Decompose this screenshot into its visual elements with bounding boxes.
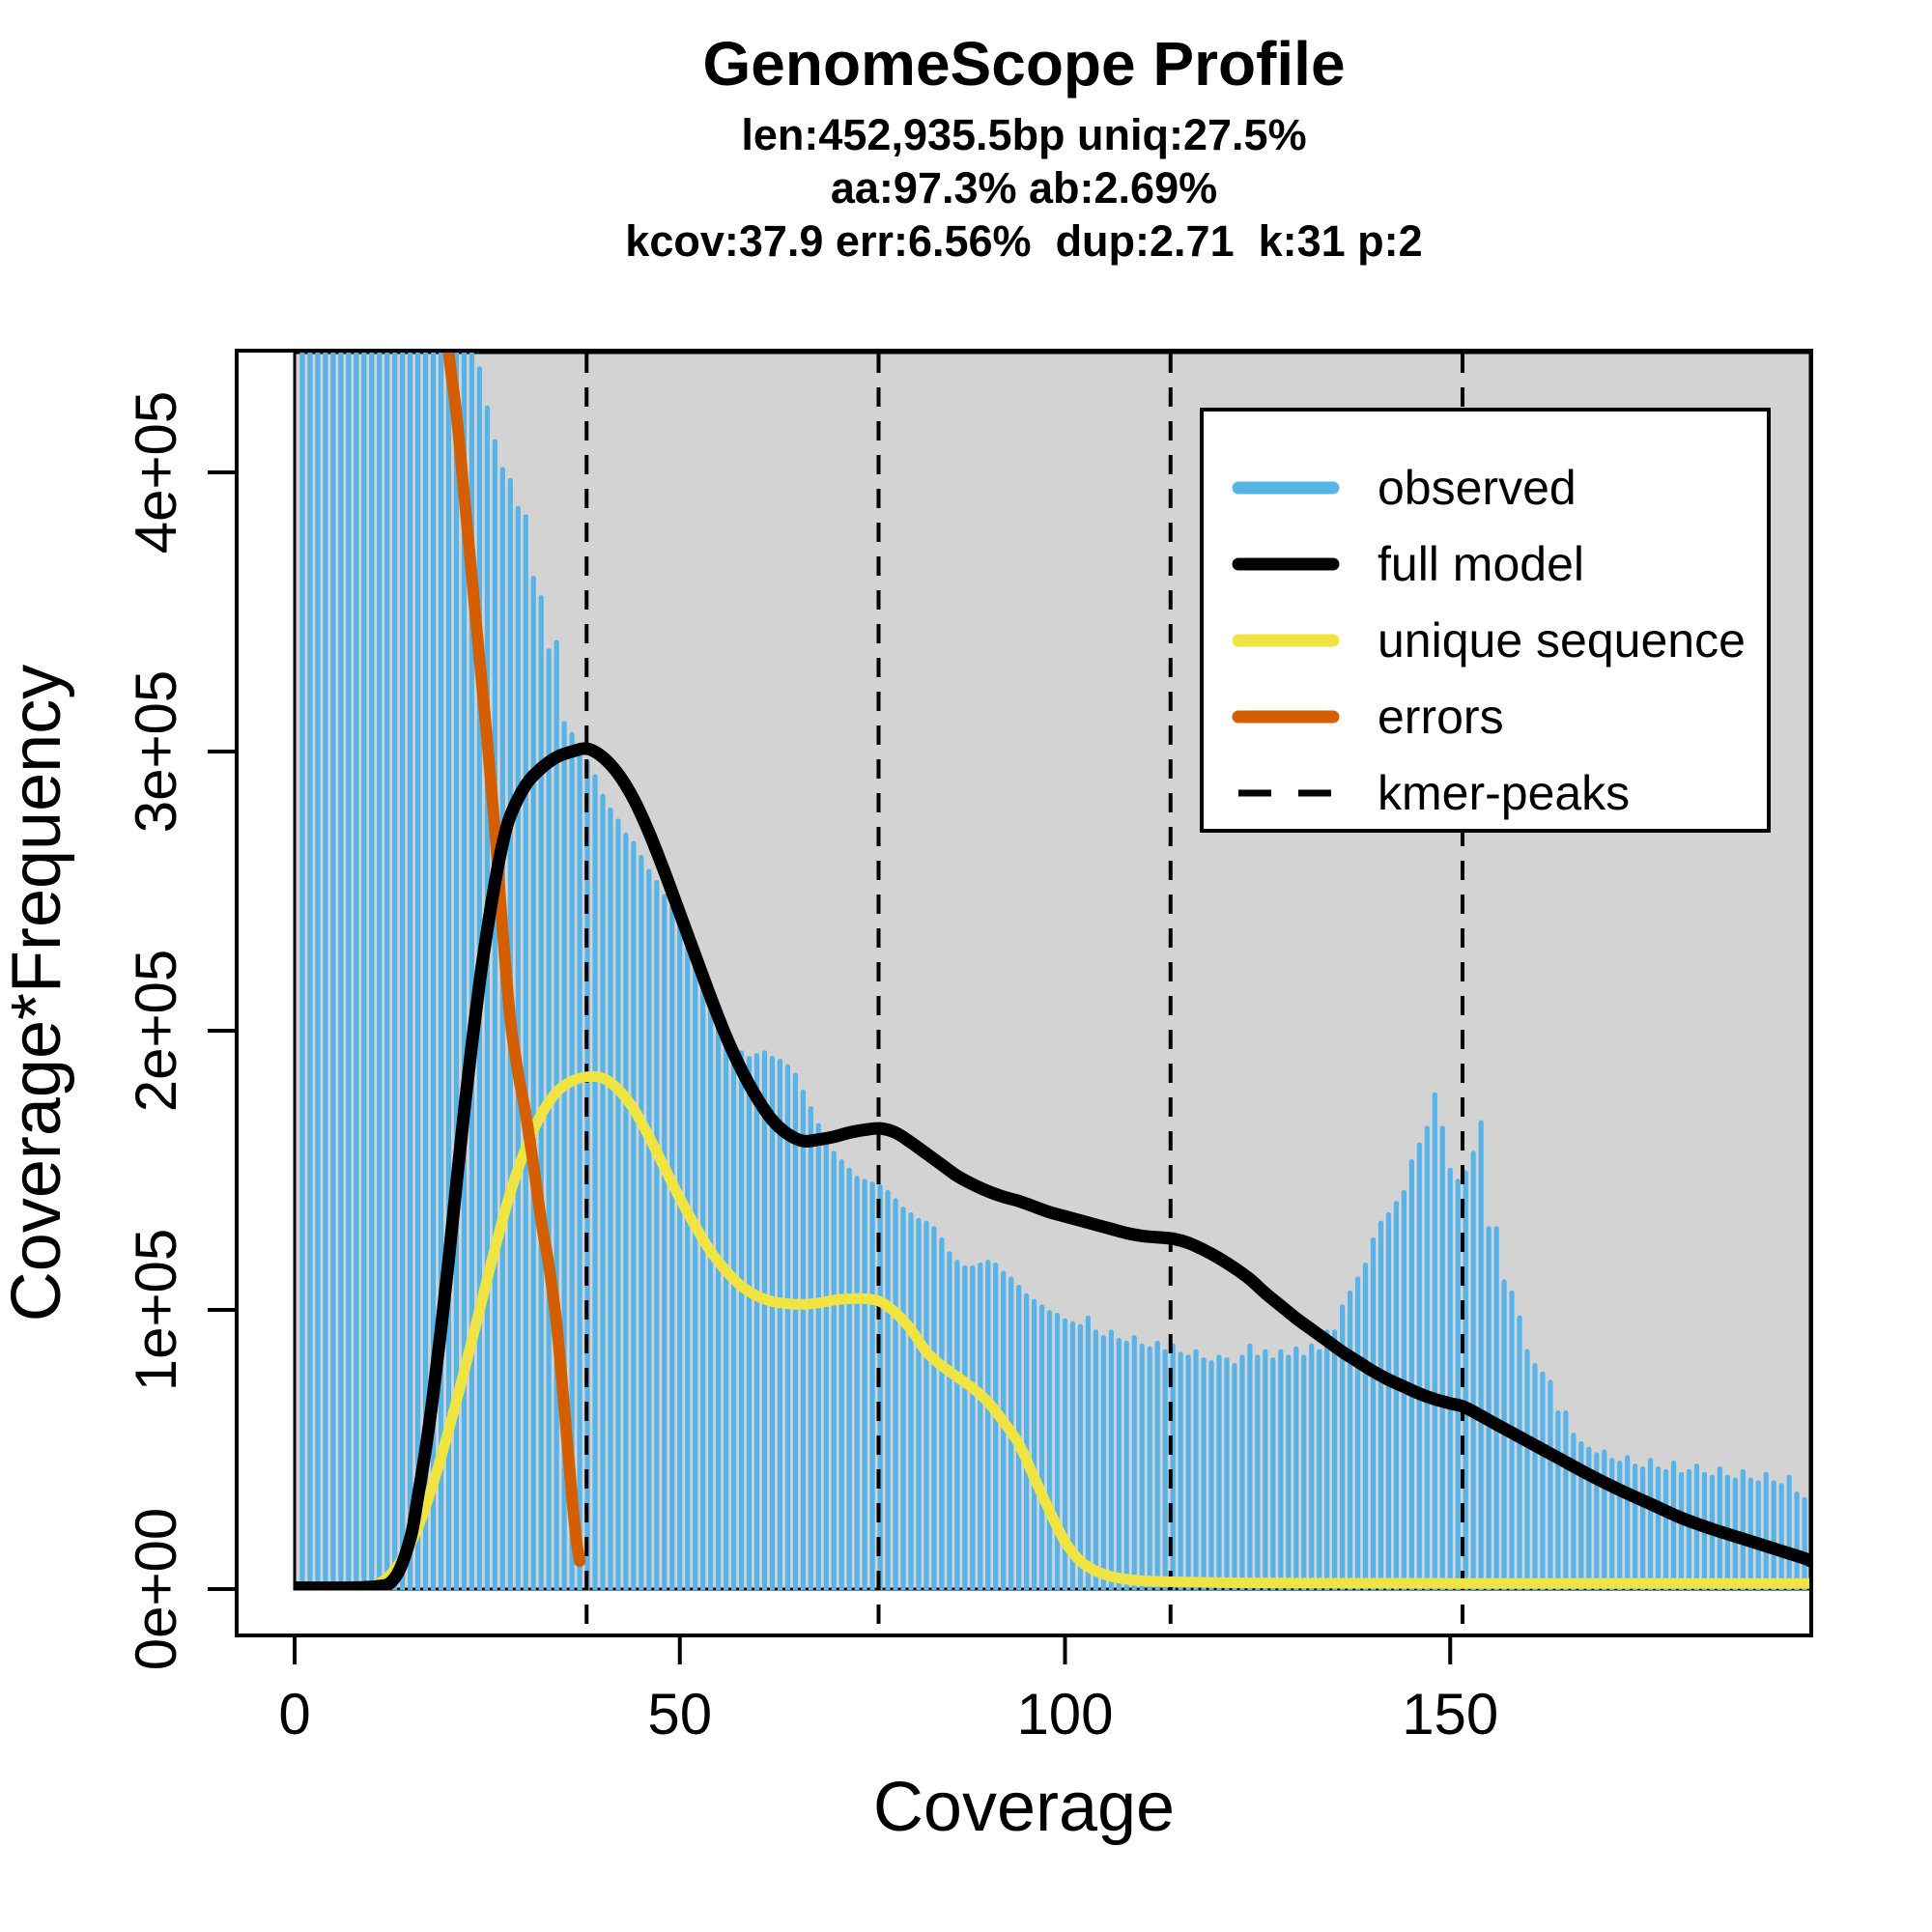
chart-subtitle-line-2: aa:97.3% ab:2.69% [831,163,1217,213]
legend-item-errors: errors [1232,690,1504,744]
x-axis-label: Coverage [873,1769,1175,1846]
full-model-curve [295,742,1811,1590]
x-tick-label: 100 [1016,1682,1113,1747]
y-axis-label: Coverage*Frequency [0,665,75,1321]
y-tick-label: 4e+05 [124,391,188,554]
x-tick-label: 0 [278,1682,310,1747]
y-tick-label: 3e+05 [124,670,188,834]
y-tick-label: 0e+00 [124,1508,188,1671]
legend-rows: observed full model unique sequence errors k… [1232,461,1746,820]
observed-bars [299,352,1807,1590]
x-tick-label: 150 [1402,1682,1498,1747]
chart-subtitle-line-1: len:452,935.5bp uniq:27.5% [741,110,1306,159]
legend-label: observed [1378,461,1577,515]
legend-label: kmer-peaks [1378,766,1630,820]
chart-subtitle-line-3: kcov:37.9 err:6.56% dup:2.71 k:31 p:2 [625,216,1422,266]
legend-label: unique sequence [1378,613,1746,668]
legend-item-observed: observed [1232,461,1577,515]
errors-curve [442,352,586,1568]
y-axis-ticks: 0e+00 1e+05 2e+05 3e+05 4e+05 [124,391,237,1671]
legend: observed full model unique sequence errors k… [1200,408,1771,833]
legend-item-full-model: full model [1232,537,1584,591]
plot-box [235,349,1813,1637]
y-tick-label: 2e+05 [124,950,188,1113]
y-tick-label: 1e+05 [124,1229,188,1392]
legend-item-kmer-peaks: kmer-peaks [1238,766,1630,820]
legend-box [1200,408,1771,833]
chart-title: GenomeScope Profile [702,29,1345,99]
legend-item-unique-sequence: unique sequence [1232,613,1746,668]
unique-sequence-curve [351,1070,1811,1590]
legend-label: full model [1378,537,1584,591]
model-curves [295,352,1811,1590]
x-tick-label: 50 [647,1682,712,1747]
legend-label: errors [1378,690,1504,744]
x-axis-ticks: 0 50 100 150 [278,1635,1498,1747]
